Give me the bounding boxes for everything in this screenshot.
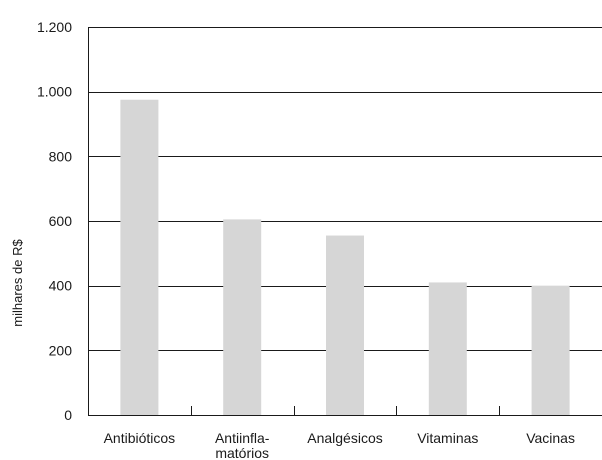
x-tick-label-line: matórios bbox=[215, 445, 269, 460]
x-tick-label-line: Analgésicos bbox=[307, 430, 383, 446]
y-tick-label: 1.200 bbox=[37, 19, 72, 35]
y-tick-label: 200 bbox=[49, 342, 73, 358]
y-tick-label: 1.000 bbox=[37, 84, 72, 100]
y-tick-label: 0 bbox=[64, 407, 72, 423]
x-tick-label-line: Antiinfla- bbox=[215, 430, 270, 446]
y-tick-labels: 0 200 400 600 800 1.000 1.200 bbox=[37, 19, 72, 423]
grid-layer bbox=[88, 27, 602, 351]
x-tick-label-line: Antibióticos bbox=[104, 430, 176, 446]
x-tick-label: Analgésicos bbox=[307, 430, 383, 446]
bar bbox=[223, 219, 262, 415]
x-tick-label-line: Vitaminas bbox=[417, 430, 478, 446]
y-axis-label: milhares de R$ bbox=[10, 239, 25, 327]
y-tick-label: 400 bbox=[49, 278, 73, 294]
x-tick-label: Vacinas bbox=[526, 430, 575, 446]
x-tick-label: Antibióticos bbox=[104, 430, 176, 446]
bar bbox=[326, 235, 364, 415]
x-tick-label-line: Vacinas bbox=[526, 430, 575, 446]
bar bbox=[120, 99, 159, 415]
bar bbox=[428, 282, 467, 415]
x-tick-label: Antiinfla-matórios bbox=[215, 430, 270, 460]
y-tick-label: 800 bbox=[49, 148, 73, 164]
axis-layer bbox=[88, 27, 602, 416]
x-tick-labels: Antibióticos Antiinfla-matórios Analgésico… bbox=[104, 430, 575, 460]
bar bbox=[531, 285, 570, 415]
y-tick-label: 600 bbox=[49, 213, 73, 229]
x-tick-label: Vitaminas bbox=[417, 430, 478, 446]
bar-layer bbox=[120, 99, 570, 415]
